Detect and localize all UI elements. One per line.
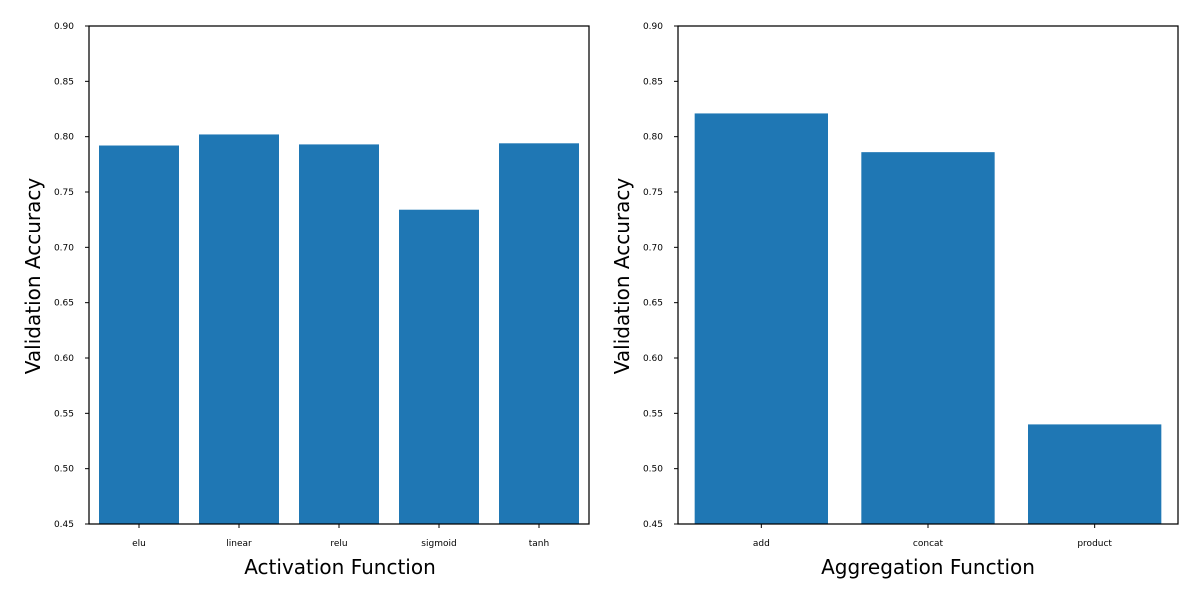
bar-linear [199, 134, 279, 524]
bar-tanh [499, 143, 579, 524]
bar-concat [861, 152, 995, 524]
y-tick-label: 0.70 [54, 243, 74, 253]
y-tick-label: 0.60 [54, 354, 74, 364]
y-tick-label: 0.50 [643, 465, 663, 475]
y-tick-label: 0.45 [54, 520, 74, 530]
y-tick-label: 0.80 [643, 133, 663, 143]
x-axis-label: Aggregation Function [821, 555, 1035, 579]
y-tick-label: 0.90 [54, 22, 74, 32]
bar-product [1028, 424, 1162, 524]
y-tick-label: 0.85 [643, 77, 663, 87]
bar-sigmoid [399, 209, 479, 524]
y-tick-label: 0.90 [643, 22, 663, 32]
x-tick-label: linear [226, 539, 252, 549]
bar-add [694, 113, 828, 525]
y-tick-label: 0.55 [54, 409, 74, 419]
aggregation-function-chart: Aggregation Function Validation Accuracy… [610, 22, 1179, 579]
y-tick-label: 0.75 [54, 188, 74, 198]
x-axis-label: Activation Function [244, 555, 436, 579]
x-tick-label: concat [913, 539, 944, 549]
y-tick-label: 0.70 [643, 243, 663, 253]
bar-relu [299, 144, 379, 524]
y-tick-label: 0.55 [643, 409, 663, 419]
x-tick-label: sigmoid [421, 539, 456, 549]
y-tick-label: 0.65 [643, 299, 663, 309]
y-tick-label: 0.85 [54, 77, 74, 87]
y-tick-label: 0.45 [643, 520, 663, 530]
y-tick-label: 0.50 [54, 465, 74, 475]
x-tick-label: add [753, 539, 770, 549]
x-tick-label: elu [132, 539, 146, 549]
y-tick-label: 0.60 [643, 354, 663, 364]
x-tick-label: tanh [529, 539, 549, 549]
y-tick-label: 0.65 [54, 299, 74, 309]
y-axis-label: Validation Accuracy [21, 178, 45, 375]
bar-elu [99, 145, 179, 524]
y-axis-label: Validation Accuracy [610, 178, 634, 375]
y-tick-label: 0.80 [54, 133, 74, 143]
x-tick-label: relu [330, 539, 347, 549]
x-tick-label: product [1077, 539, 1112, 549]
activation-function-chart: Activation Function Validation Accuracy … [21, 22, 590, 579]
y-tick-label: 0.75 [643, 188, 663, 198]
